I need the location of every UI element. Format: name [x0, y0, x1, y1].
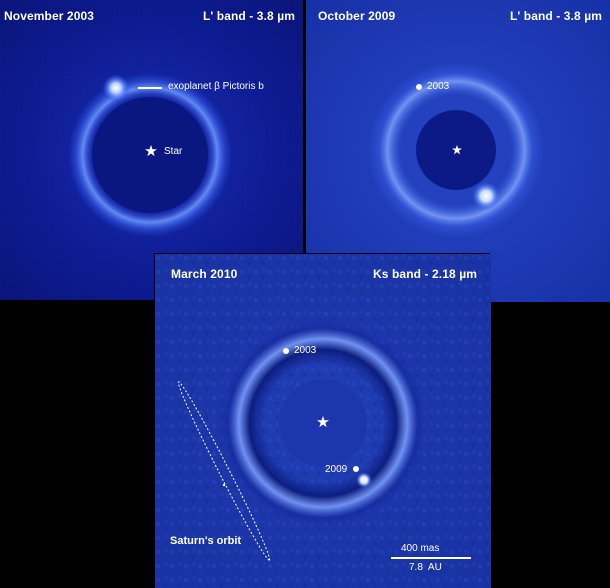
panel-date: November 2003	[4, 9, 95, 23]
epoch-label-2009: 2009	[325, 464, 348, 475]
epoch-dot-2003	[283, 348, 289, 354]
epoch-label-2003: 2003	[294, 345, 317, 356]
star-icon	[452, 145, 462, 155]
planet-label: exoplanet β Pictoris b	[168, 81, 264, 92]
panel-march-2010: March 2010 Ks band - 2.18 µm 2003 2009 S…	[155, 254, 491, 588]
panel-image-2010	[155, 254, 491, 588]
planet-blob	[102, 74, 130, 102]
epoch-dot-2009	[353, 466, 359, 472]
panel-band: L' band - 3.8 µm	[202, 9, 295, 23]
panel-november-2003: November 2003 L' band - 3.8 µm exoplanet…	[0, 0, 303, 300]
saturn-orbit-label: Saturn's orbit	[170, 535, 242, 547]
star-label: Star	[164, 146, 183, 157]
panel-october-2009: October 2009 L' band - 3.8 µm 2003	[306, 0, 610, 302]
epoch-label: 2003	[427, 81, 450, 92]
panel-band: Ks band - 2.18 µm	[373, 267, 477, 281]
star-icon	[317, 416, 329, 428]
coronagraph-mask	[92, 97, 208, 213]
saturn-orbit-ellipse	[177, 381, 271, 561]
panel-date: October 2009	[318, 9, 396, 23]
epoch-dot	[416, 84, 422, 90]
panel-date: March 2010	[171, 267, 238, 281]
orbit-center-dot	[222, 483, 226, 487]
planet-blob	[472, 182, 500, 210]
scale-bar-top-label: 400 mas	[401, 543, 440, 554]
panel-image-2009	[306, 0, 610, 302]
scale-bar-bottom-label: 7.8 AU	[409, 562, 442, 573]
star-icon	[145, 145, 157, 157]
planet-blob	[356, 472, 372, 488]
panel-band: L' band - 3.8 µm	[509, 9, 602, 23]
pointer-line	[138, 87, 162, 89]
